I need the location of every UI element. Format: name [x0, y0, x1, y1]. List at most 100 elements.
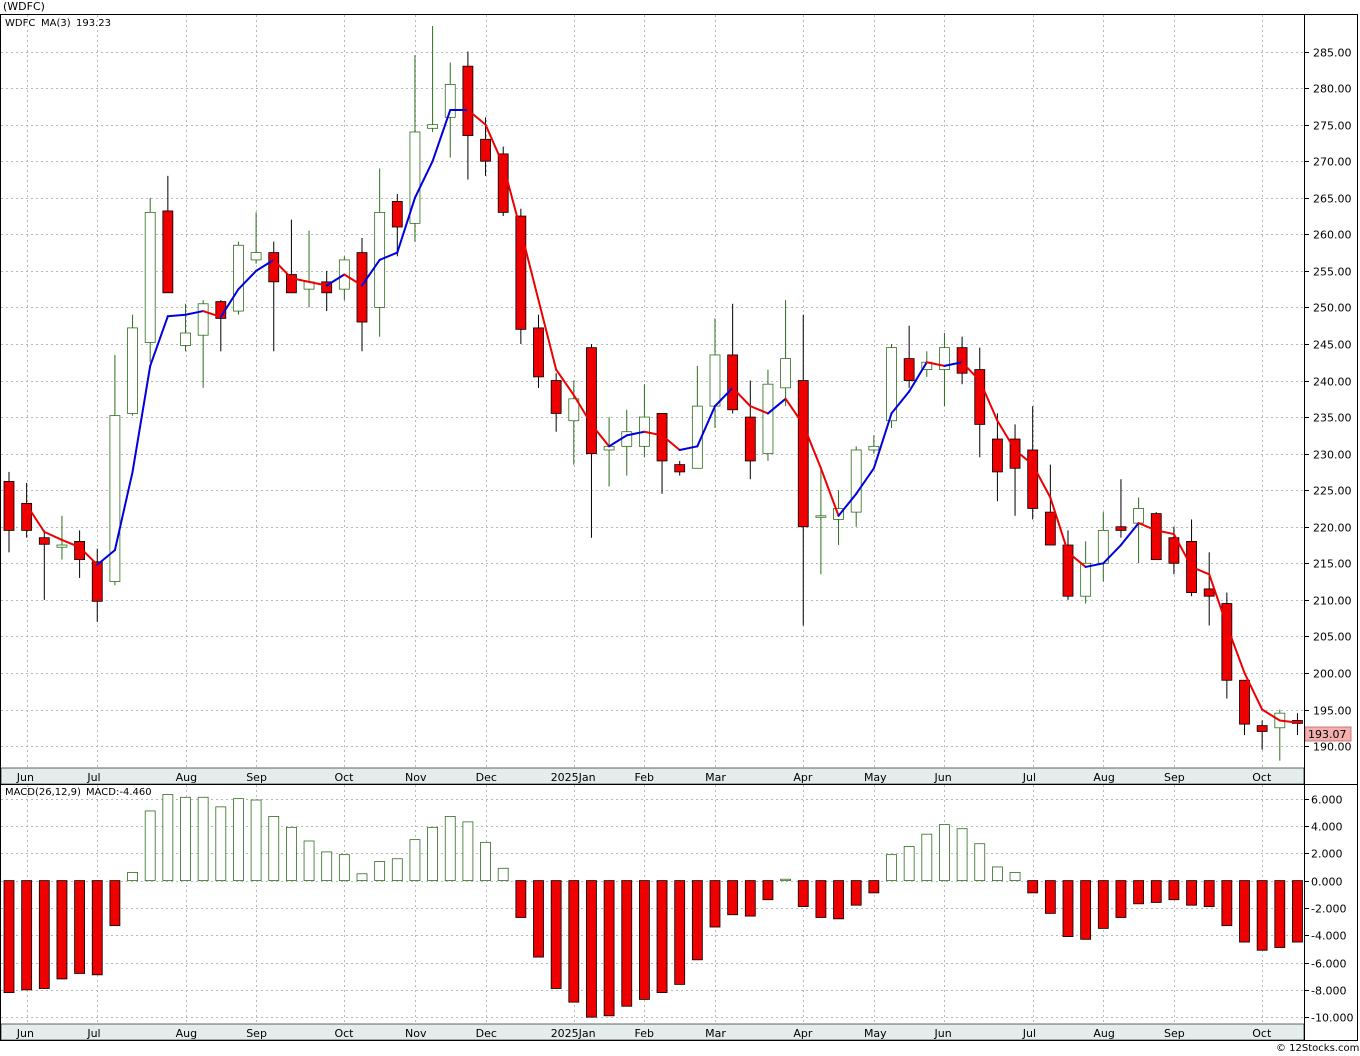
macd-bar — [1203, 880, 1215, 907]
price-y-tick-label: 240.00 — [1313, 376, 1352, 389]
candle — [568, 380, 580, 465]
macd-bar — [197, 796, 209, 882]
price-y-tick-label: 260.00 — [1313, 229, 1352, 242]
candle-body — [197, 303, 209, 336]
macd-y-axis: 6.000 4.000 2.000 0.000 -2.000 -4.000 -6.000 -8… — [1304, 794, 1353, 1025]
price-x-tick-label: Jun — [934, 771, 952, 784]
candle-body — [1133, 508, 1144, 524]
ma-segment — [1155, 529, 1175, 536]
price-x-tick-label: Apr — [793, 771, 813, 784]
macd-bar — [709, 880, 721, 928]
ma-segment — [908, 361, 928, 393]
ma-segment — [237, 269, 258, 291]
macd-x-tick-label: Apr — [793, 1027, 813, 1040]
ma-segment — [590, 423, 611, 448]
price-x-tick-label: Feb — [635, 771, 654, 784]
price-y-axis: 190.00 195.00 200.00 205.00 210.00 215.00 220.… — [1304, 47, 1352, 754]
ma-segment — [1278, 719, 1299, 724]
ma-segment — [343, 273, 363, 287]
ma-segment — [378, 251, 399, 261]
candle-body — [550, 380, 562, 414]
ma-segment — [60, 538, 81, 549]
ma-label: MA(3) — [41, 18, 71, 29]
price-y-tick-label: 190.00 — [1313, 741, 1352, 754]
ma-segment — [749, 405, 769, 415]
candle-body — [1150, 513, 1162, 561]
candle — [992, 413, 1003, 502]
macd-bar — [727, 880, 739, 916]
candle — [939, 333, 950, 407]
candle — [250, 212, 262, 264]
price-y-tick-label: 220.00 — [1313, 522, 1352, 535]
last-price-value: 193.07 — [1308, 728, 1347, 741]
macd-x-tick-label: Mar — [705, 1027, 726, 1040]
candle-body — [127, 327, 138, 414]
price-y-tick-label: 280.00 — [1313, 83, 1352, 96]
candle — [391, 194, 403, 257]
candle — [1221, 592, 1233, 699]
macd-x-tick-label: Jun — [16, 1027, 34, 1040]
ma-segment — [25, 503, 46, 533]
macd-bar — [550, 880, 562, 989]
ma-segment — [202, 310, 222, 318]
macd-bar — [956, 828, 968, 882]
candle-body — [1062, 544, 1074, 597]
macd-bar — [250, 799, 262, 881]
macd-bar — [462, 821, 474, 881]
candle-body — [250, 252, 262, 261]
macd-bar — [1150, 880, 1162, 903]
ma-segment — [572, 394, 593, 426]
macd-bar — [603, 880, 615, 1017]
ma-segment — [184, 310, 205, 316]
ma-segment — [1049, 496, 1069, 554]
price-x-tick-label: May — [864, 771, 887, 784]
price-y-tick-label: 265.00 — [1313, 193, 1352, 206]
macd-bar — [338, 854, 350, 882]
macd-bar — [215, 806, 227, 882]
macd-bar — [1115, 880, 1127, 918]
ma-segment — [308, 280, 328, 287]
candle-body — [285, 274, 297, 294]
macd-bar — [568, 880, 580, 1003]
price-y-tick-label: 205.00 — [1313, 631, 1352, 644]
macd-bar — [480, 841, 491, 881]
macd-x-tick-label: May — [864, 1027, 887, 1040]
price-y-tick-label: 245.00 — [1313, 339, 1352, 352]
ma-segment — [1084, 562, 1105, 568]
candle-body — [427, 124, 439, 129]
candle — [833, 490, 844, 546]
macd-bar — [233, 798, 244, 882]
moving-average-line — [25, 109, 1299, 724]
candle — [356, 237, 368, 352]
price-y-tick-label: 285.00 — [1313, 47, 1352, 60]
candle-body — [56, 544, 68, 548]
candle — [3, 471, 15, 553]
candle-body — [762, 383, 774, 455]
macd-bar — [992, 866, 1003, 882]
candle-body — [992, 438, 1003, 473]
candle — [903, 325, 915, 388]
candle-body — [1168, 537, 1180, 564]
candle-body — [391, 201, 403, 228]
candle — [127, 314, 138, 416]
candle-body — [321, 281, 333, 294]
price-x-tick-label: Dec — [476, 771, 497, 784]
price-x-tick-label: Sep — [246, 771, 267, 784]
ma-value: 193.23 — [76, 18, 111, 29]
ma-segment — [678, 445, 699, 451]
macd-x-tick-label: Jul — [1022, 1027, 1036, 1040]
macd-y-tick-label: -4.000 — [1311, 930, 1346, 943]
candle — [639, 384, 650, 458]
ma-segment — [255, 258, 275, 272]
macd-y-tick-label: 0.000 — [1311, 876, 1343, 889]
ma-segment — [996, 419, 1017, 451]
candle — [956, 336, 968, 385]
ma-segment — [661, 434, 681, 451]
chart-title: (WDFC) — [3, 0, 45, 13]
macd-bar — [427, 826, 439, 882]
candle — [162, 175, 174, 294]
candle-body — [162, 210, 174, 294]
candle-body — [38, 537, 50, 545]
candle — [1133, 497, 1144, 564]
candle-body — [1115, 526, 1127, 531]
